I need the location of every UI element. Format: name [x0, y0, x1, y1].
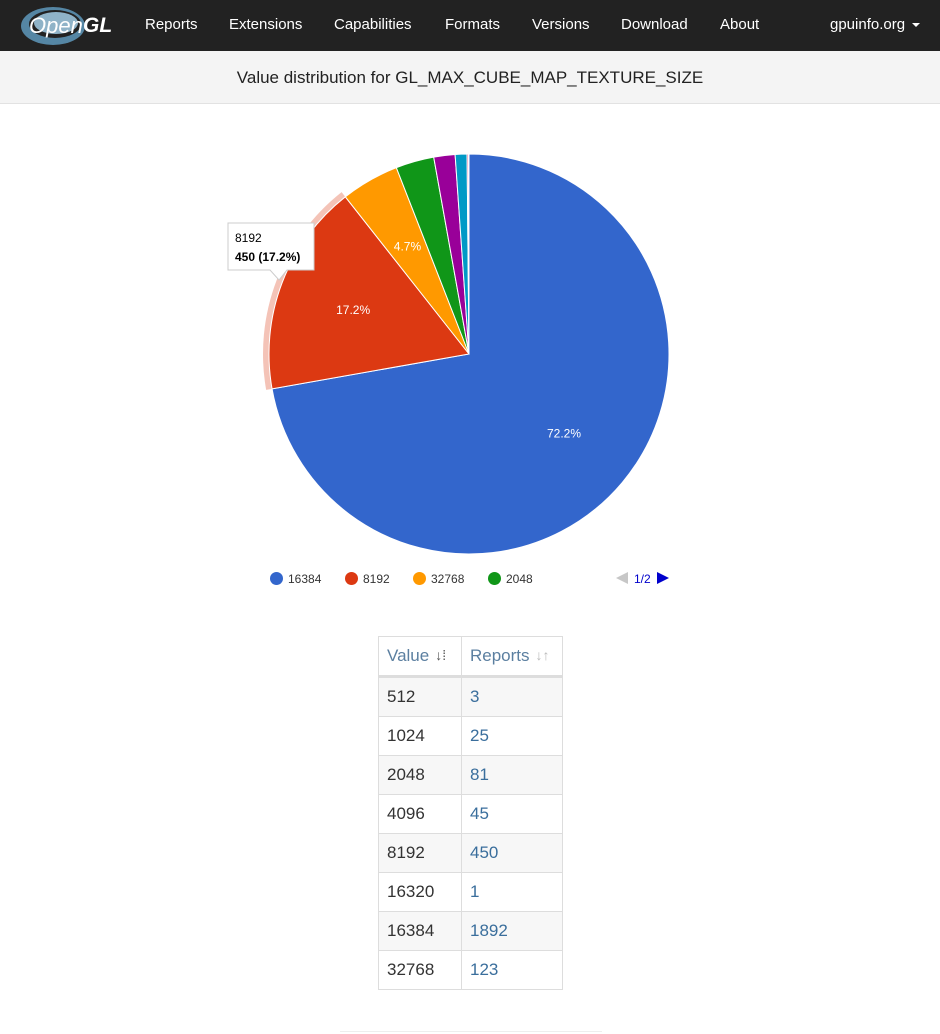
- sort-desc-icon: ↓⁞: [435, 647, 447, 663]
- nav-capabilities[interactable]: Capabilities: [334, 16, 412, 33]
- reports-link[interactable]: 123: [470, 960, 499, 979]
- reports-link[interactable]: 1: [470, 882, 480, 901]
- legend-item[interactable]: 32768: [413, 572, 464, 586]
- legend-label: 8192: [363, 572, 390, 586]
- nav-download[interactable]: Download: [621, 16, 688, 33]
- pie-chart: 72.2% 17.2% 4.7% 8192 450 (17.2%): [227, 153, 670, 555]
- nav-formats[interactable]: Formats: [445, 16, 501, 33]
- slice-pct-label: 17.2%: [336, 303, 370, 317]
- reports-link[interactable]: 450: [470, 843, 499, 862]
- table-row: 8192 450: [378, 833, 563, 873]
- pie-slice-16384[interactable]: [271, 153, 670, 555]
- table-row: 1024 25: [378, 716, 563, 756]
- value-cell: 1024: [378, 716, 462, 756]
- reports-cell: 45: [461, 794, 563, 834]
- reports-link[interactable]: 1892: [470, 921, 508, 940]
- legend-label: 2048: [506, 572, 533, 586]
- slice-pct-label: 72.2%: [547, 427, 581, 441]
- tooltip-detail: 450 (17.2%): [235, 250, 300, 264]
- chart-tooltip: 8192 450 (17.2%): [227, 222, 315, 281]
- legend-item[interactable]: 2048: [488, 572, 533, 586]
- reports-cell: 1892: [461, 911, 563, 951]
- value-cell: 512: [378, 676, 462, 717]
- legend-dot-icon: [413, 572, 426, 585]
- reports-cell: 450: [461, 833, 563, 873]
- title-bar: Value distribution for GL_MAX_CUBE_MAP_T…: [0, 51, 940, 104]
- reports-cell: 3: [461, 676, 563, 717]
- nav-versions[interactable]: Versions: [532, 16, 590, 33]
- table-row: 4096 45: [378, 794, 563, 834]
- value-cell: 4096: [378, 794, 462, 834]
- reports-cell: 25: [461, 716, 563, 756]
- value-cell: 32768: [378, 950, 462, 990]
- legend-dot-icon: [270, 572, 283, 585]
- reports-link[interactable]: 81: [470, 765, 489, 784]
- logo-text: Open: [29, 13, 83, 38]
- reports-cell: 81: [461, 755, 563, 795]
- value-table: Value ↓⁞ Reports ↓↑ 512 3 1024 25 2048 81 4096 45…: [378, 636, 563, 990]
- value-cell: 8192: [378, 833, 462, 873]
- legend-item[interactable]: 8192: [345, 572, 390, 586]
- pie-slice-8192[interactable]: [268, 196, 470, 390]
- navbar: Open GL Reports Extensions Capabilities …: [0, 0, 940, 51]
- value-cell: 2048: [378, 755, 462, 795]
- value-cell: 16384: [378, 911, 462, 951]
- reports-link[interactable]: 3: [470, 687, 480, 706]
- reports-link[interactable]: 45: [470, 804, 489, 823]
- reports-cell: 1: [461, 872, 563, 912]
- page-title: Value distribution for GL_MAX_CUBE_MAP_T…: [236, 68, 704, 87]
- sort-icon: ↓↑: [535, 647, 550, 663]
- legend-pager: 1/2: [616, 572, 669, 586]
- table-row: 16320 1: [378, 872, 563, 912]
- slice-pct-label: 4.7%: [394, 239, 422, 253]
- legend-prev-arrow-icon[interactable]: [616, 572, 628, 584]
- reports-column-header[interactable]: Reports ↓↑: [461, 636, 563, 678]
- reports-link[interactable]: 25: [470, 726, 489, 745]
- logo-text-gl: GL: [83, 14, 112, 37]
- value-header-label: Value: [387, 646, 430, 665]
- table-row: 2048 81: [378, 755, 563, 795]
- nav-about[interactable]: About: [720, 16, 760, 33]
- table-row: 512 3: [378, 676, 563, 717]
- nav-reports[interactable]: Reports: [145, 16, 198, 33]
- legend-dot-icon: [488, 572, 501, 585]
- site-label: gpuinfo.org: [830, 16, 906, 33]
- tooltip-title: 8192: [235, 231, 262, 245]
- tooltip-box: [227, 222, 315, 281]
- legend-item[interactable]: 16384: [270, 572, 321, 586]
- legend-label: 16384: [288, 572, 322, 586]
- legend-label: 32768: [431, 572, 465, 586]
- opengl-logo[interactable]: Open GL: [19, 3, 123, 47]
- legend-next-arrow-icon[interactable]: [656, 572, 669, 584]
- value-column-header[interactable]: Value ↓⁞: [378, 636, 462, 678]
- site-dropdown[interactable]: gpuinfo.org: [830, 0, 921, 51]
- table-header-row: Value ↓⁞ Reports ↓↑: [378, 636, 563, 678]
- caret-down-icon: [912, 23, 921, 28]
- legend-dot-icon: [345, 572, 358, 585]
- legend-page: 1/2: [634, 572, 651, 586]
- table-row: 32768 123: [378, 950, 563, 990]
- nav-extensions[interactable]: Extensions: [229, 16, 303, 33]
- value-cell: 16320: [378, 872, 462, 912]
- value-table-wrapper: Value ↓⁞ Reports ↓↑ 512 3 1024 25 2048 81 4096 45…: [378, 636, 563, 990]
- divider: [340, 1031, 602, 1032]
- table-row: 16384 1892: [378, 911, 563, 951]
- reports-cell: 123: [461, 950, 563, 990]
- reports-header-label: Reports: [470, 646, 530, 665]
